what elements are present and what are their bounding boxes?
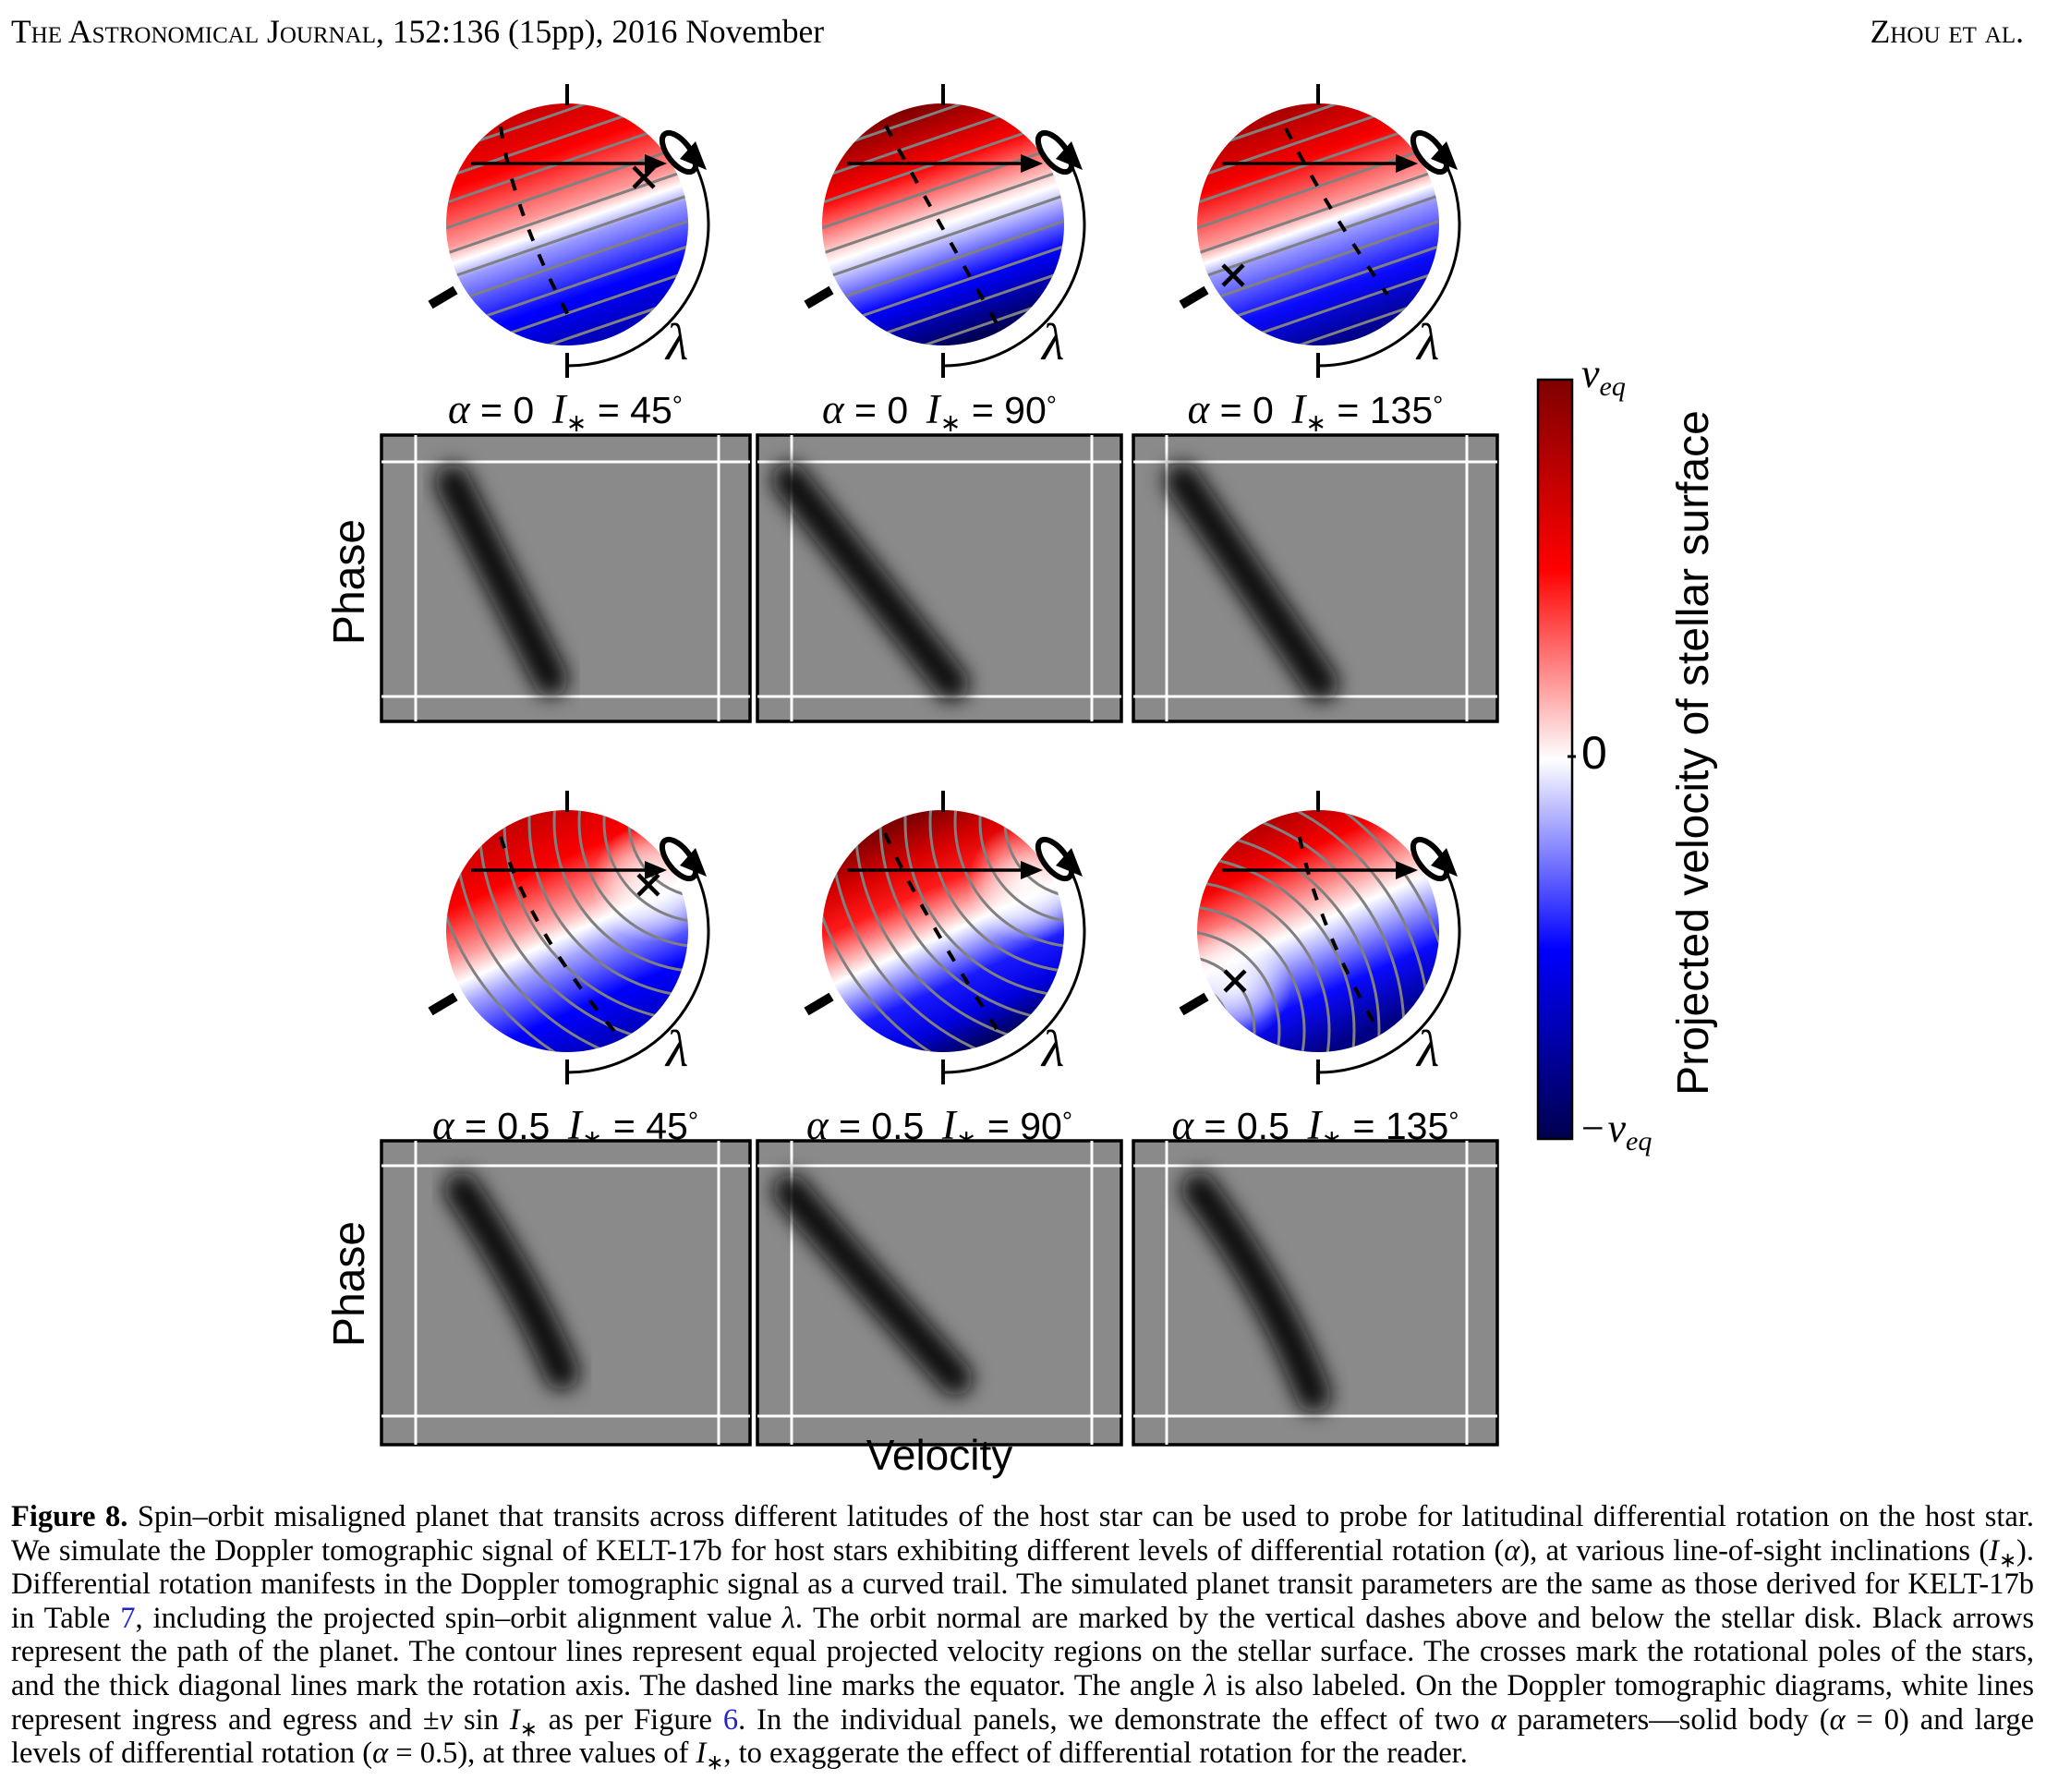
svg-text:Phase: Phase xyxy=(325,519,374,645)
svg-text:Projected velocity of stellar: Projected velocity of stellar surface xyxy=(1669,410,1718,1096)
svg-text:λ: λ xyxy=(1040,314,1064,371)
svg-text:α = 0 I∗ = 90°: α = 0 I∗ = 90° xyxy=(822,386,1057,437)
svg-text:Phase: Phase xyxy=(325,1221,374,1347)
svg-text:α = 0 I∗ = 45°: α = 0 I∗ = 45° xyxy=(448,386,683,437)
svg-text:− veq: − veq xyxy=(1581,1106,1652,1156)
svg-text:α = 0 I∗ = 135°: α = 0 I∗ = 135° xyxy=(1188,386,1444,437)
svg-text:λ: λ xyxy=(1040,1021,1064,1078)
svg-text:Velocity: Velocity xyxy=(866,1431,1013,1479)
svg-text:λ: λ xyxy=(664,314,688,371)
svg-text:0: 0 xyxy=(1581,727,1607,779)
svg-text:λ: λ xyxy=(1415,1021,1439,1078)
svg-text:λ: λ xyxy=(1415,314,1439,371)
svg-text:λ: λ xyxy=(664,1021,688,1078)
svg-text:veq: veq xyxy=(1581,351,1626,402)
